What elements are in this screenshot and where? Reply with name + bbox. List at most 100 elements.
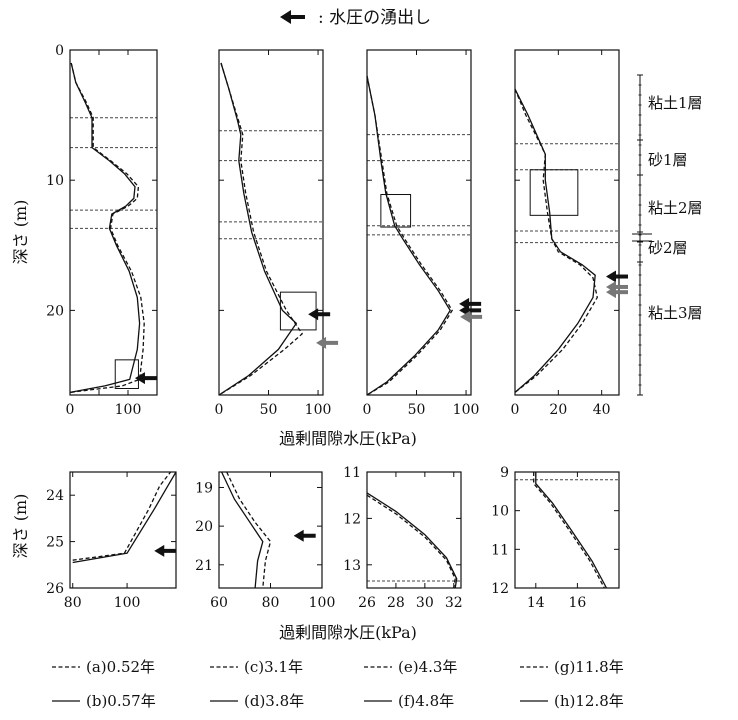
legend-item-c: (c)3.1年 — [210, 658, 303, 676]
zoom-box — [529, 169, 579, 216]
x-tick-label: 26 — [358, 595, 376, 611]
chart-panel-bottom-1: 80 100 24 25 26 — [46, 471, 177, 611]
legend: (a)0.52年 (b)0.57年 (c)3.1年 (d)3.8年 (e)4.3年 (f)… — [52, 658, 624, 710]
zoom-box — [114, 359, 139, 389]
chart-panel-bottom-3: 26 28 30 32 11 12 13 — [343, 465, 463, 611]
panels: 0 100 0 10 20 0 50 100 0 50 100 0 20 40 80 100 24 25 26 60 8… — [46, 43, 628, 611]
legend-label: (h)12.8年 — [554, 692, 624, 710]
legend-label: (f)4.8年 — [398, 692, 454, 710]
y-tick-label: 12 — [343, 511, 361, 527]
y-tick-label: 11 — [343, 465, 361, 481]
series-line-e — [366, 75, 453, 396]
y-tick-label: 20 — [46, 303, 64, 319]
chart-panel-top-4: 0 20 40 — [511, 49, 628, 418]
y-tick-label: 10 — [46, 173, 64, 189]
black-arrow-icon — [154, 544, 177, 557]
y-axis-title-top: 深さ (m) — [11, 200, 30, 265]
series-line-h — [535, 472, 608, 589]
x-tick-label: 20 — [549, 402, 567, 418]
black-arrow-icon — [293, 529, 316, 542]
spring-note: : 水圧の湧出し — [280, 8, 431, 28]
y-tick-label: 11 — [491, 542, 509, 558]
series-line-b — [69, 62, 141, 394]
series-line-f — [366, 75, 451, 396]
series-line-e — [366, 494, 456, 589]
layer-label-3: 粘土2層 — [648, 199, 703, 217]
x-tick-label: 50 — [260, 402, 278, 418]
zoom-box — [279, 291, 317, 331]
series-line-g — [514, 88, 598, 393]
plot-frame — [218, 49, 324, 396]
note-arrow-icon — [280, 10, 305, 24]
plot-frame — [366, 471, 462, 589]
series-line-c — [226, 471, 272, 589]
plot-frame — [514, 49, 620, 396]
plot-frame — [69, 49, 158, 396]
y-tick-label: 9 — [500, 465, 509, 481]
x-tick-label: 100 — [309, 595, 336, 611]
y-axis-title-bottom: 深さ (m) — [11, 494, 30, 559]
black-arrow-icon — [459, 304, 482, 317]
series-line-d — [218, 62, 298, 396]
grey-arrow-icon — [460, 310, 483, 323]
legend-label: (a)0.52年 — [86, 658, 155, 676]
y-tick-label: 26 — [46, 581, 64, 597]
x-tick-label: 32 — [445, 595, 463, 611]
plot-frame — [69, 471, 177, 589]
series-line-c — [218, 62, 304, 396]
legend-item-h: (h)12.8年 — [520, 692, 624, 710]
legend-label: (e)4.3年 — [398, 658, 457, 676]
series-line-g — [533, 472, 605, 589]
legend-item-a: (a)0.52年 — [52, 658, 155, 676]
legend-label: (c)3.1年 — [244, 658, 303, 676]
x-tick-label: 80 — [262, 595, 280, 611]
x-tick-label: 50 — [408, 402, 426, 418]
layer-label-1: 粘土1層 — [648, 94, 703, 112]
y-tick-label: 25 — [46, 535, 64, 551]
legend-label: (g)11.8年 — [554, 658, 624, 676]
series-line-f — [366, 492, 458, 589]
grey-arrow-icon — [606, 286, 628, 299]
y-tick-label: 10 — [491, 504, 509, 520]
x-tick-label: 28 — [387, 595, 405, 611]
y-tick-label: 0 — [55, 43, 64, 59]
black-arrow-icon — [134, 372, 157, 385]
x-tick-label: 0 — [66, 402, 75, 418]
series-line-a — [69, 62, 145, 394]
y-tick-label: 20 — [195, 519, 213, 535]
legend-label: (b)0.57年 — [86, 692, 156, 710]
x-tick-label: 40 — [593, 402, 611, 418]
y-tick-label: 13 — [343, 558, 361, 574]
x-tick-label: 0 — [215, 402, 224, 418]
plot-frame — [218, 471, 323, 589]
series-line-a — [72, 471, 172, 561]
y-tick-label: 12 — [491, 581, 509, 597]
x-tick-label: 0 — [363, 402, 372, 418]
note-text: : 水圧の湧出し — [318, 8, 431, 28]
x-tick-label: 16 — [568, 595, 586, 611]
layer-label-5: 粘土3層 — [648, 304, 703, 322]
x-tick-label: 100 — [453, 402, 480, 418]
series-line-h — [514, 88, 596, 393]
chart-panel-top-2: 0 50 100 — [215, 49, 339, 418]
legend-item-f: (f)4.8年 — [364, 692, 454, 710]
legend-item-b: (b)0.57年 — [52, 692, 156, 710]
legend-label: (d)3.8年 — [244, 692, 304, 710]
x-tick-label: 60 — [210, 595, 228, 611]
x-tick-label: 14 — [527, 595, 545, 611]
series-line-d — [221, 471, 264, 589]
legend-item-d: (d)3.8年 — [210, 692, 304, 710]
series-line-b — [72, 471, 177, 564]
x-tick-label: 30 — [416, 595, 434, 611]
legend-item-e: (e)4.3年 — [364, 658, 457, 676]
x-axis-title-top: 過剰間隙水圧(kPa) — [279, 429, 417, 448]
grey-arrow-icon — [316, 336, 339, 349]
black-arrow-icon — [308, 308, 331, 321]
x-tick-label: 100 — [115, 402, 142, 418]
plot-frame — [514, 471, 620, 589]
x-tick-label: 0 — [511, 402, 520, 418]
chart-panel-bottom-4: 14 16 9 10 11 12 — [491, 465, 620, 611]
chart-panel-top-1: 0 100 0 10 20 — [46, 43, 158, 418]
